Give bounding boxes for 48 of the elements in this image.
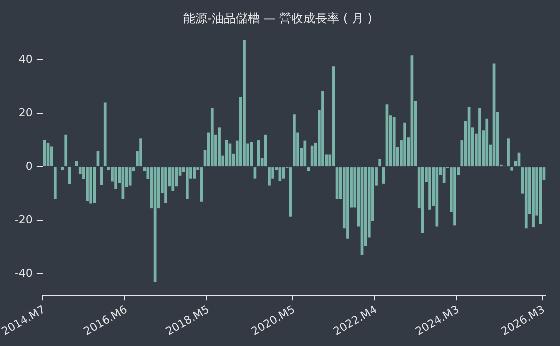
bar <box>86 168 89 202</box>
bar <box>346 168 350 239</box>
bar <box>193 168 196 179</box>
bar <box>90 168 93 204</box>
bar <box>172 168 175 192</box>
bar <box>54 168 57 200</box>
bar <box>128 168 132 186</box>
bar <box>539 168 542 224</box>
bar <box>510 168 514 171</box>
bar <box>268 168 271 186</box>
bar <box>421 168 424 234</box>
bar <box>64 134 68 167</box>
bar <box>140 138 142 167</box>
bar <box>50 146 54 167</box>
y-tick-label: 0 <box>26 160 33 173</box>
bar <box>454 168 456 226</box>
bar <box>218 128 221 167</box>
bar <box>104 102 107 167</box>
bar <box>524 168 528 229</box>
bar <box>114 168 118 190</box>
bar <box>392 118 396 167</box>
bar <box>68 168 72 184</box>
bar <box>486 118 489 167</box>
bar <box>382 168 386 184</box>
chart-title: 能源-油品儲槽 — 營收成長率 ( 月 ) <box>184 11 372 26</box>
bar <box>532 168 535 228</box>
y-tick-label: -40 <box>14 267 33 280</box>
bar <box>61 168 64 170</box>
bar <box>210 108 214 167</box>
bar <box>293 114 296 167</box>
bar <box>250 142 254 167</box>
bar <box>164 168 168 204</box>
bar <box>289 168 292 217</box>
bar <box>322 91 324 167</box>
bar <box>428 168 432 210</box>
bar <box>478 108 482 167</box>
bar <box>404 122 406 167</box>
bar <box>304 140 307 167</box>
bar <box>186 168 189 200</box>
bar <box>225 140 228 167</box>
bar <box>378 159 382 167</box>
bar <box>243 40 246 167</box>
bar <box>264 134 268 167</box>
y-tick-label: 20 <box>18 106 33 120</box>
bar <box>93 168 96 204</box>
y-tick-label: 40 <box>18 52 33 66</box>
bar <box>507 138 510 167</box>
y-tick-label: -20 <box>14 213 33 226</box>
